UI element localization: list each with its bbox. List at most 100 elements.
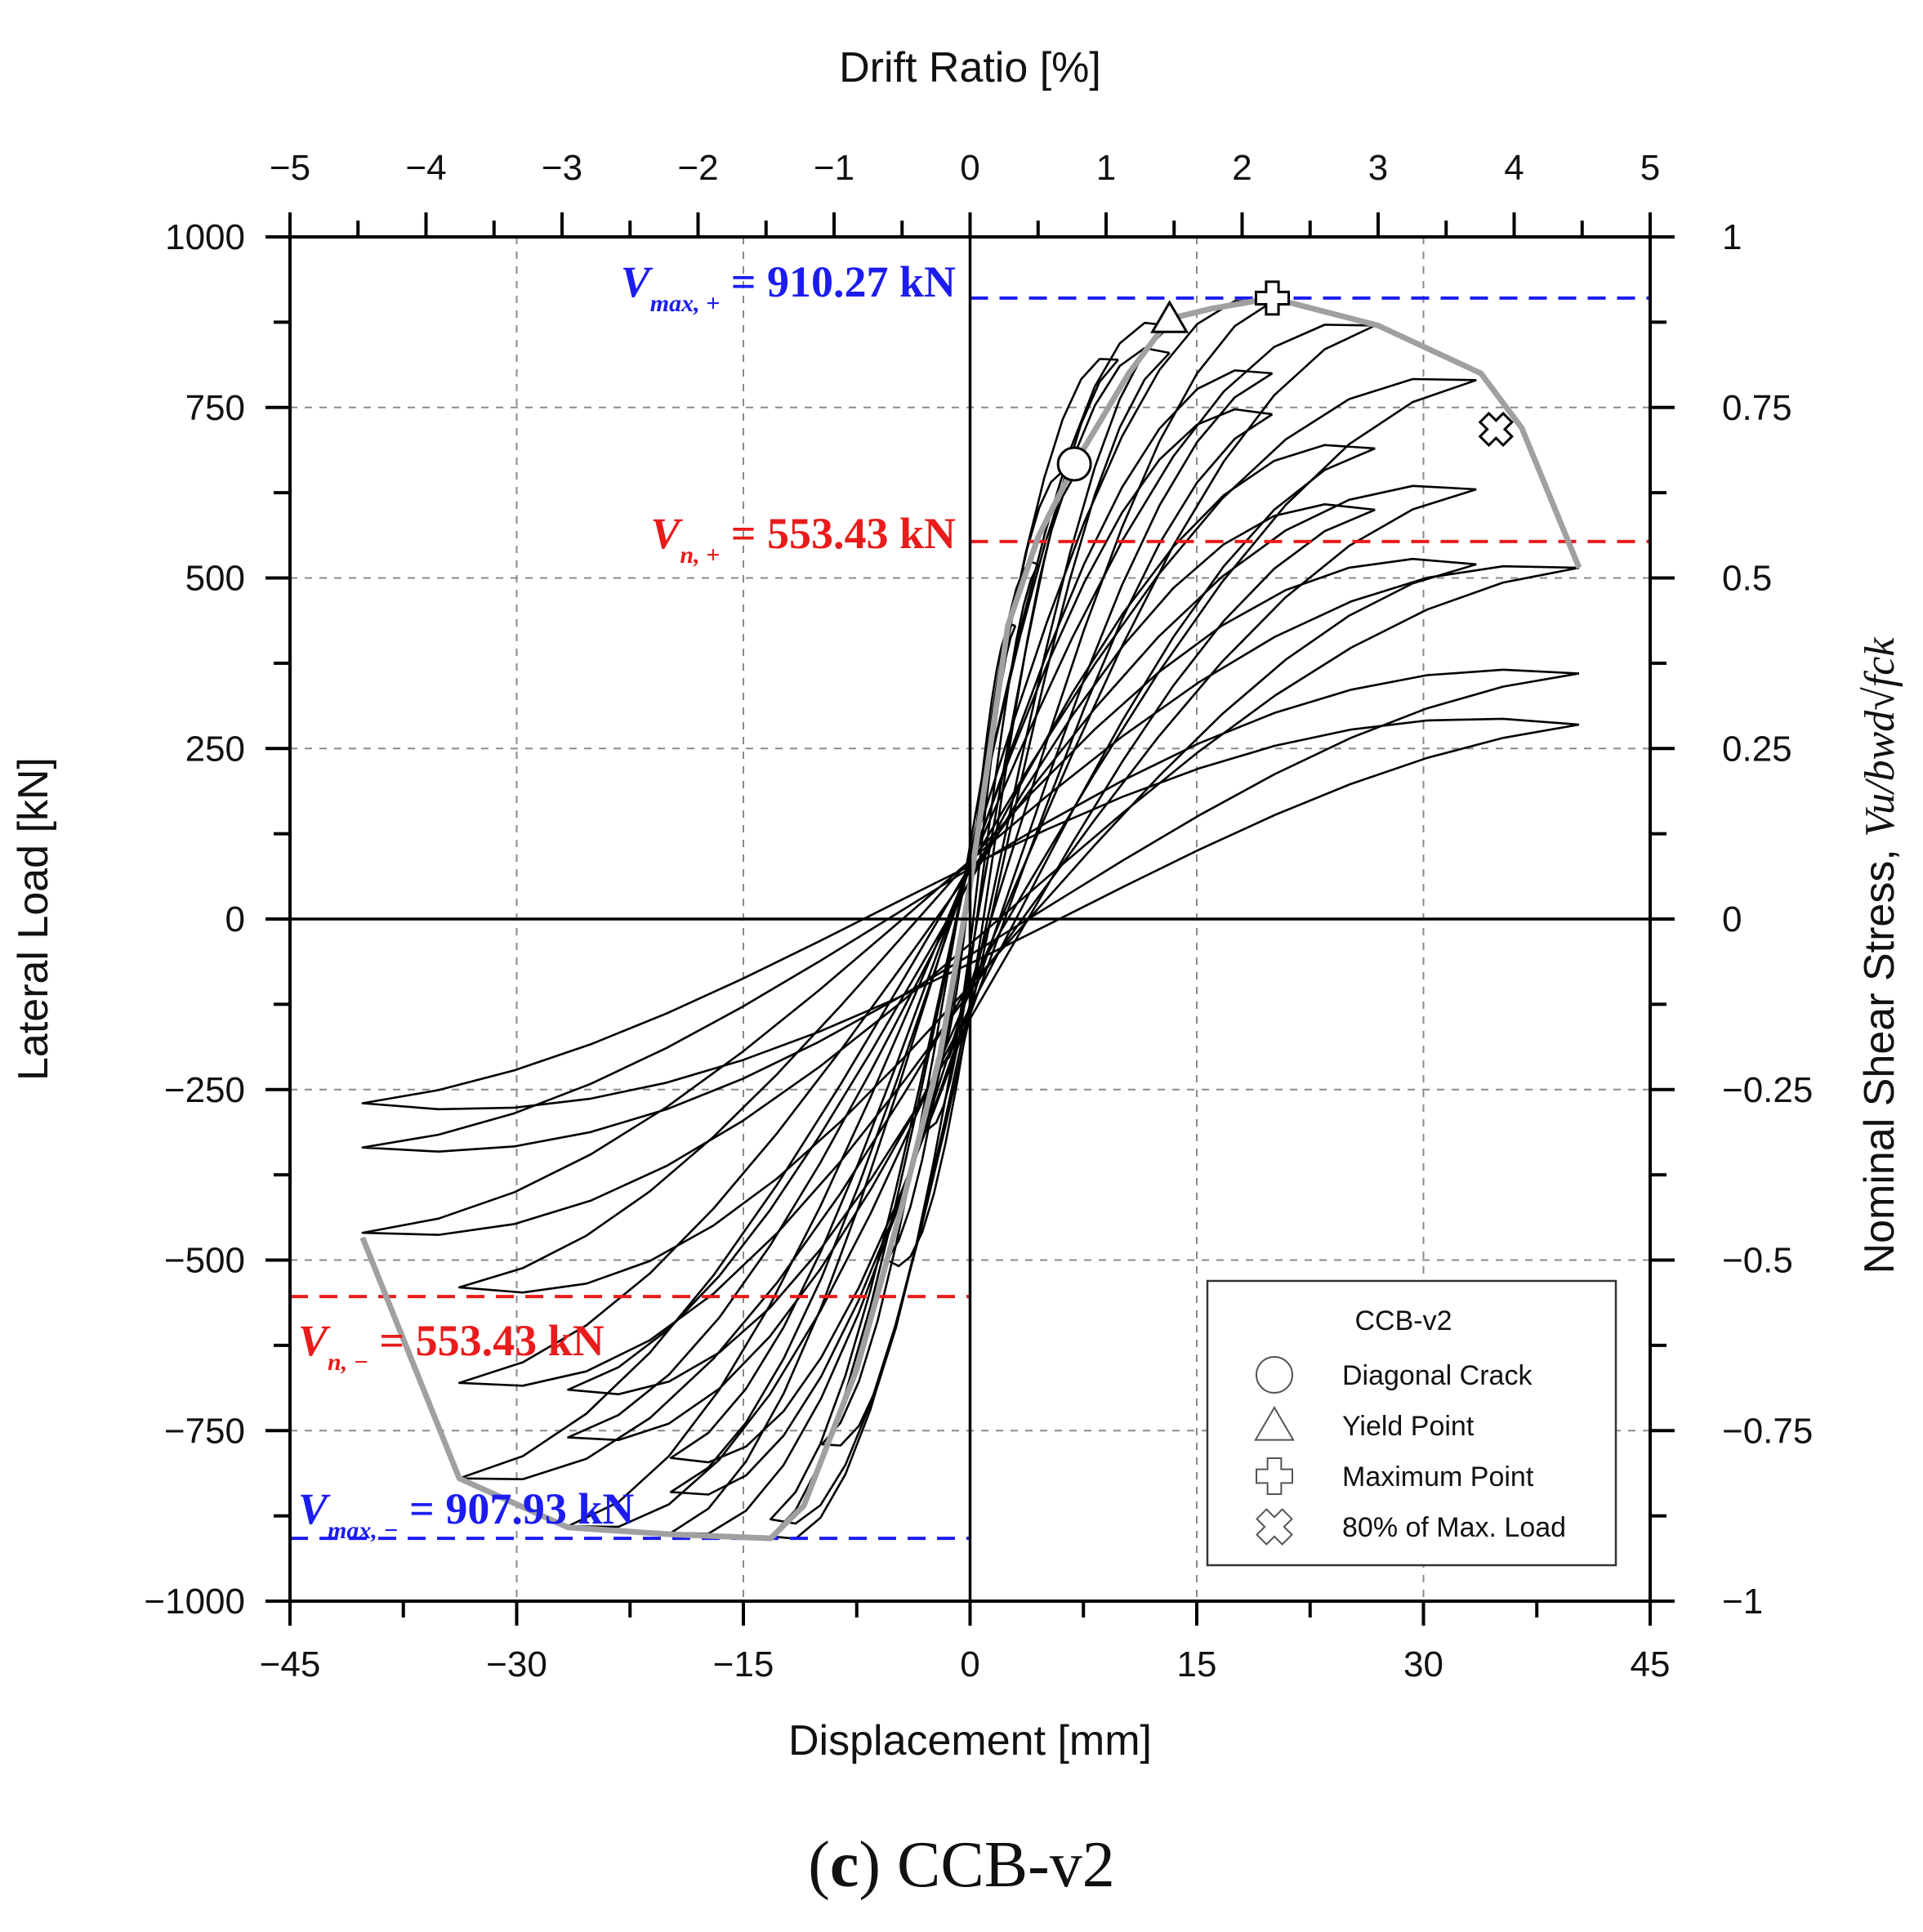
reference-lines	[290, 296, 1650, 1541]
y2-tick-label: −1	[1722, 1582, 1763, 1622]
legend-label: Yield Point	[1342, 1411, 1475, 1442]
caption-letter: c	[829, 1829, 859, 1901]
y2-tick-label: −0.75	[1722, 1411, 1813, 1451]
marker-cross	[1478, 411, 1514, 448]
y2-tick-label: −0.25	[1722, 1070, 1813, 1110]
x2-tick-label: 0	[960, 148, 979, 188]
marker-shape	[1256, 1457, 1293, 1495]
legend-symbol-cross	[1256, 1508, 1293, 1546]
hysteresis-loop	[457, 484, 1477, 1387]
reference-label-sub: n, +	[680, 542, 720, 569]
x-tick-label: −30	[486, 1644, 547, 1684]
reference-label: Vn, + = 553.43 kN	[650, 509, 956, 569]
legend-label: Diagonal Crack	[1342, 1360, 1533, 1391]
x2-tick-label: 3	[1368, 148, 1388, 188]
x-tick-label: −45	[260, 1644, 321, 1684]
x2-tick-label: 1	[1096, 148, 1116, 188]
reference-label-main: V	[650, 509, 683, 558]
x2-tick-label: −5	[270, 148, 310, 188]
reference-label: Vmax, + = 910.27 kN	[621, 257, 956, 317]
hysteresis-loop	[820, 358, 1119, 1447]
legend-label: Maximum Point	[1342, 1461, 1534, 1493]
reference-label-main: V	[621, 257, 654, 306]
x-tick-label: 45	[1631, 1644, 1671, 1684]
y2-axis-title-text: Nominal Shear Stress,	[1856, 837, 1903, 1274]
reference-label-value: = 553.43 kN	[720, 509, 956, 558]
marker-shape	[1150, 300, 1189, 333]
hysteresis-loop	[361, 717, 1580, 1111]
y-tick-label: 750	[185, 388, 245, 428]
hysteresis-loop	[361, 564, 1580, 1236]
reference-label-main: V	[298, 1484, 331, 1533]
x-tick-label: 0	[960, 1644, 979, 1684]
y-tick-label: 1000	[165, 217, 245, 257]
marker-circle	[1056, 446, 1092, 482]
hysteresis-loop	[669, 369, 1274, 1496]
y-axis-title: Lateral Load [kN]	[10, 757, 57, 1081]
reference-label-value: = 910.27 kN	[720, 257, 956, 306]
reference-label-value: = 907.93 kN	[399, 1484, 635, 1533]
x2-tick-label: 2	[1232, 148, 1252, 188]
reference-label-value: = 553.43 kN	[368, 1316, 605, 1365]
envelope-curve	[359, 295, 1582, 1542]
caption-text: CCB-v2	[881, 1829, 1115, 1901]
x2-axis-title: Drift Ratio [%]	[839, 44, 1101, 91]
legend-symbol-circle	[1256, 1356, 1293, 1394]
figure-caption: (c) CCB-v2	[808, 1829, 1115, 1901]
hysteresis-loop	[457, 557, 1477, 1294]
marker-shape	[1255, 280, 1290, 316]
legend-symbol-plus	[1256, 1457, 1293, 1495]
marker-shape	[1254, 1406, 1295, 1441]
y-tick-label: 500	[185, 559, 245, 599]
marker-shape	[1256, 1508, 1293, 1546]
x-axis-title: Displacement [mm]	[788, 1717, 1152, 1765]
y2-tick-label: −0.5	[1722, 1241, 1793, 1281]
axes	[265, 212, 1675, 1626]
y2-axis-title: Nominal Shear Stress, Vu/bwd√fck	[1856, 637, 1903, 1274]
legend-title: CCB-v2	[1354, 1305, 1452, 1336]
legend-symbol-triangle	[1254, 1406, 1295, 1441]
hysteresis-loop	[361, 668, 1580, 1153]
hysteresis-loop	[669, 300, 1274, 1535]
y-tick-label: −500	[164, 1241, 245, 1281]
hysteresis-loop	[567, 503, 1376, 1395]
y-tick-label: −1000	[144, 1582, 245, 1622]
y-tick-label: −250	[164, 1070, 245, 1110]
marker-shape	[1478, 411, 1514, 448]
hysteresis-loop	[669, 408, 1274, 1464]
x2-tick-label: 5	[1640, 148, 1660, 188]
x2-tick-label: 4	[1504, 148, 1524, 188]
y2-tick-label: 0.25	[1722, 729, 1792, 769]
y2-axis-formula: Vu/bwd√fck	[1857, 637, 1903, 837]
reference-label: Vn, − = 553.43 kN	[298, 1316, 605, 1376]
marker-shape	[1256, 1356, 1293, 1394]
reference-label-sub: max, +	[650, 290, 720, 317]
y-tick-label: 250	[185, 729, 245, 769]
legend-label: 80% of Max. Load	[1342, 1512, 1566, 1543]
x-tick-label: −15	[713, 1644, 774, 1684]
x2-tick-label: −2	[677, 148, 718, 188]
envelope-layer	[359, 295, 1582, 1542]
x2-tick-label: −3	[542, 148, 582, 188]
y2-tick-label: 1	[1722, 217, 1742, 257]
y2-tick-label: 0.75	[1722, 388, 1792, 428]
x-tick-label: 15	[1177, 1644, 1217, 1684]
point-markers	[1056, 280, 1514, 482]
x2-tick-label: −4	[405, 148, 446, 188]
reference-label-sub: n, −	[328, 1349, 368, 1376]
x2-tick-label: −1	[814, 148, 854, 188]
legend: CCB-v2 Diagonal Crack Yield Point Maximum P…	[1206, 1279, 1617, 1567]
labels: −45 −30 −15 0 15 30 45−5 −4 −3 −2 −1 0 1 2 3 4 510007505…	[10, 44, 1903, 1765]
y-tick-label: −750	[164, 1411, 245, 1451]
y2-tick-label: 0	[1722, 899, 1742, 939]
y2-tick-label: 0.5	[1722, 559, 1772, 599]
marker-triangle	[1150, 300, 1189, 333]
y-tick-label: 0	[225, 899, 245, 939]
reference-label-sub: max, −	[328, 1517, 399, 1544]
x-tick-label: 30	[1403, 1644, 1443, 1684]
reference-label-main: V	[298, 1316, 331, 1365]
marker-plus	[1255, 280, 1290, 316]
marker-shape	[1056, 446, 1092, 482]
reference-label: Vmax, − = 907.93 kN	[298, 1484, 634, 1544]
